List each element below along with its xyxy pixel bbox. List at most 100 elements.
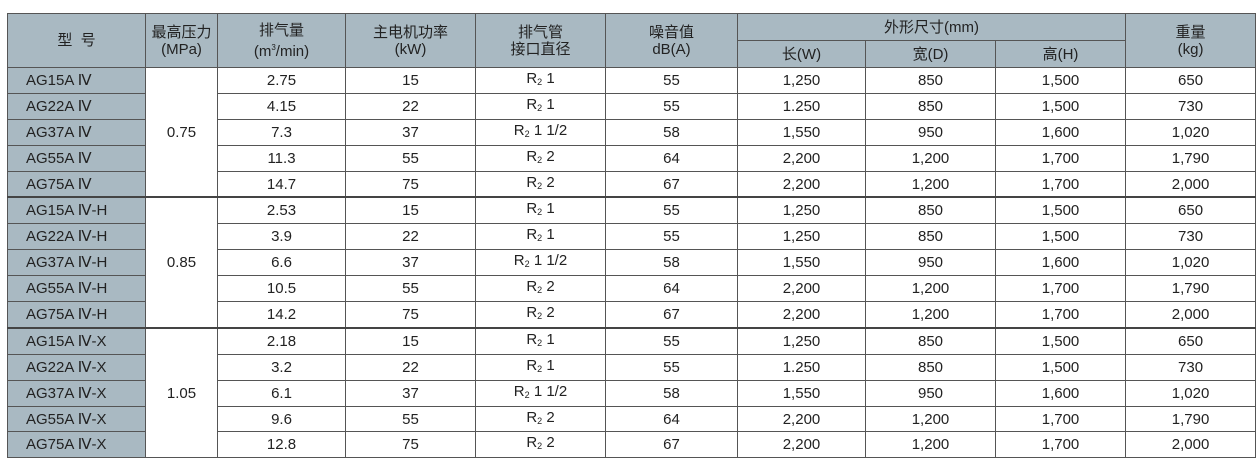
width-cell: 850 (865, 223, 996, 251)
flow-cell: 10.5 (217, 275, 346, 303)
weight-cell: 1,790 (1125, 144, 1257, 172)
height-cell: 1,700 (994, 275, 1127, 303)
length-cell: 1,250 (737, 223, 866, 251)
noise-cell: 64 (605, 144, 738, 172)
table-row: AG55A Ⅳ-H 10.5 55 R2 2 64 2,200 1,200 1,700 1,79… (7, 275, 1257, 303)
flow-cell: 6.1 (217, 379, 346, 407)
model-cell: AG75A Ⅳ (7, 170, 146, 198)
height-cell: 1,500 (994, 223, 1127, 251)
weight-cell: 1,020 (1125, 118, 1257, 146)
width-cell: 950 (865, 379, 996, 407)
flow-cell: 11.3 (217, 144, 346, 172)
table-row: AG55A Ⅳ 11.3 55 R2 2 64 2,200 1,200 1,700 1,790 (7, 144, 1257, 172)
length-cell: 2,200 (737, 431, 866, 459)
weight-cell: 730 (1125, 353, 1257, 381)
model-cell: AG55A Ⅳ-X (7, 405, 146, 433)
weight-cell: 1,020 (1125, 249, 1257, 277)
weight-cell: 1,790 (1125, 405, 1257, 433)
width-cell: 850 (865, 92, 996, 120)
header-flow: 排气量 (m3/min) (217, 13, 346, 68)
model-cell: AG22A Ⅳ-H (7, 223, 146, 251)
length-cell: 1,250 (737, 67, 866, 94)
weight-cell: 650 (1125, 326, 1257, 355)
header-pressure: 最高压力 (MPa) (145, 13, 218, 68)
model-cell: AG37A Ⅳ-H (7, 249, 146, 277)
table-row: AG22A Ⅳ-X 3.2 22 R2 1 55 1.250 850 1,500 730 (7, 353, 1257, 381)
flow-cell: 4.15 (217, 92, 346, 120)
power-cell: 37 (345, 379, 476, 407)
model-cell: AG37A Ⅳ-X (7, 379, 146, 407)
weight-cell: 2,000 (1125, 431, 1257, 459)
width-cell: 1,200 (865, 301, 996, 329)
length-cell: 1,550 (737, 249, 866, 277)
power-cell: 22 (345, 353, 476, 381)
length-cell: 1.250 (737, 353, 866, 381)
weight-cell: 1,790 (1125, 275, 1257, 303)
noise-cell: 64 (605, 405, 738, 433)
pipe-cell: R2 2 (475, 170, 606, 198)
flow-cell: 9.6 (217, 405, 346, 433)
pipe-cell: R2 1 1/2 (475, 249, 606, 277)
pipe-cell: R2 2 (475, 144, 606, 172)
pipe-cell: R2 1 (475, 196, 606, 225)
noise-cell: 55 (605, 326, 738, 355)
table-row: AG22A Ⅳ-H 3.9 22 R2 1 55 1,250 850 1,500 730 (7, 223, 1257, 251)
header-length: 长(W) (737, 40, 866, 68)
noise-cell: 58 (605, 379, 738, 407)
power-cell: 75 (345, 301, 476, 329)
pipe-cell: R2 1 1/2 (475, 118, 606, 146)
height-cell: 1,500 (994, 196, 1127, 225)
width-cell: 850 (865, 326, 996, 355)
pipe-cell: R2 1 (475, 353, 606, 381)
model-cell: AG22A Ⅳ-X (7, 353, 146, 381)
flow-cell: 6.6 (217, 249, 346, 277)
power-cell: 22 (345, 92, 476, 120)
spec-table: 型 号 最高压力 (MPa) 排气量 (m3/min) 主电机功率 (kW) 排气管接… (7, 13, 1257, 459)
power-cell: 55 (345, 144, 476, 172)
noise-cell: 55 (605, 223, 738, 251)
length-cell: 1.250 (737, 92, 866, 120)
model-cell: AG75A Ⅳ-X (7, 431, 146, 459)
height-cell: 1,600 (994, 249, 1127, 277)
weight-cell: 2,000 (1125, 170, 1257, 198)
height-cell: 1,700 (994, 405, 1127, 433)
width-cell: 1,200 (865, 405, 996, 433)
power-cell: 15 (345, 326, 476, 355)
length-cell: 1,550 (737, 118, 866, 146)
height-cell: 1,500 (994, 92, 1127, 120)
power-cell: 15 (345, 196, 476, 225)
pipe-cell: R2 1 (475, 223, 606, 251)
model-cell: AG15A Ⅳ-H (7, 196, 146, 225)
noise-cell: 58 (605, 118, 738, 146)
table-row: AG15A Ⅳ 0.75 2.75 15 R2 1 55 1,250 850 1,500 650 (7, 67, 1257, 198)
length-cell: 2,200 (737, 170, 866, 198)
height-cell: 1,500 (994, 353, 1127, 381)
flow-cell: 14.7 (217, 170, 346, 198)
pipe-cell: R2 2 (475, 431, 606, 459)
flow-cell: 2.18 (217, 326, 346, 355)
power-cell: 37 (345, 118, 476, 146)
height-cell: 1,700 (994, 431, 1127, 459)
height-cell: 1,600 (994, 379, 1127, 407)
noise-cell: 67 (605, 301, 738, 329)
model-cell: AG55A Ⅳ (7, 144, 146, 172)
height-cell: 1,500 (994, 326, 1127, 355)
noise-cell: 55 (605, 196, 738, 225)
power-cell: 37 (345, 249, 476, 277)
noise-cell: 55 (605, 67, 738, 94)
weight-cell: 1,020 (1125, 379, 1257, 407)
model-cell: AG22A Ⅳ (7, 92, 146, 120)
model-cell: AG15A Ⅳ (7, 67, 146, 94)
model-cell: AG75A Ⅳ-H (7, 301, 146, 329)
height-cell: 1,700 (994, 301, 1127, 329)
length-cell: 2,200 (737, 275, 866, 303)
pressure-cell: 0.75 (145, 67, 218, 198)
pipe-cell: R2 1 (475, 67, 606, 94)
power-cell: 75 (345, 170, 476, 198)
table-row: AG15A Ⅳ-X 1.05 2.18 15 R2 1 55 1,250 850 1,500 65… (7, 326, 1257, 459)
weight-cell: 2,000 (1125, 301, 1257, 329)
pressure-cell: 1.05 (145, 326, 218, 459)
header-dims: 外形尺寸(mm) (736, 13, 1127, 41)
noise-cell: 67 (605, 170, 738, 198)
weight-cell: 730 (1125, 92, 1257, 120)
